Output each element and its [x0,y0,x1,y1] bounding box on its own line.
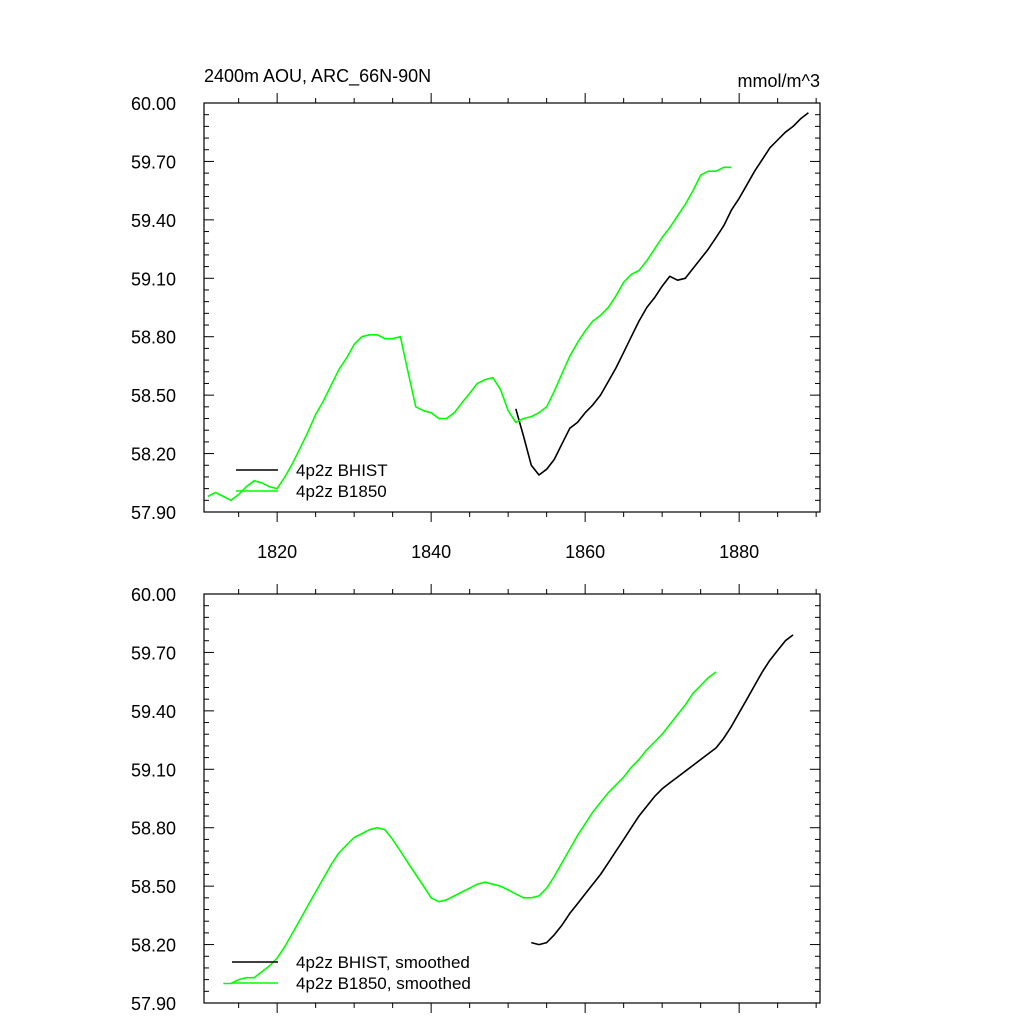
bottom-panel: 57.90 58.20 58.50 58.80 59.10 59.40 59.70 60.00… [131,584,821,1014]
chart-title: 2400m AOU, ARC_66N-90N [204,66,431,87]
x-tick-label: 1820 [257,542,297,562]
x-tick-label: 1840 [411,542,451,562]
series-line-4p2z-bhist [515,112,809,476]
y-tick-label: 57.90 [131,994,176,1014]
y-tick-label: 57.90 [131,503,176,523]
x-tick-label: 1860 [565,542,605,562]
y-tick-label: 59.70 [131,643,176,663]
y-tick-label: 58.80 [131,328,176,348]
legend-label-b1850: 4p2z B1850 [296,482,387,501]
y-tick-label: 59.10 [131,269,176,289]
series-line-4p2z-bhist-smoothed [531,634,794,946]
legend-label-bhist: 4p2z BHIST [296,461,388,480]
x-tick-label: 1880 [719,542,759,562]
y-tick-label: 58.20 [131,445,176,465]
series-line-4p2z-b1850-smoothed [223,671,717,985]
y-tick-label: 59.10 [131,760,176,780]
legend-label-b1850-smoothed: 4p2z B1850, smoothed [296,974,471,993]
y-tick-label: 59.40 [131,211,176,231]
series-line-4p2z-b1850 [207,166,732,502]
plot-frame [203,593,821,1004]
y-tick-label: 59.70 [131,152,176,172]
y-tick-label: 58.50 [131,386,176,406]
y-tick-label: 58.20 [131,936,176,956]
y-tick-label: 59.40 [131,702,176,722]
top-panel: 2400m AOU, ARC_66N-90N mmol/m^3 57.90 58.… [131,66,821,562]
y-tick-label: 60.00 [131,94,176,114]
y-tick-label: 58.80 [131,819,176,839]
units-label: mmol/m^3 [738,71,820,91]
plot-frame [203,102,821,513]
y-tick-label: 60.00 [131,585,176,605]
y-tick-label: 58.50 [131,877,176,897]
legend-label-bhist-smoothed: 4p2z BHIST, smoothed [296,953,470,972]
